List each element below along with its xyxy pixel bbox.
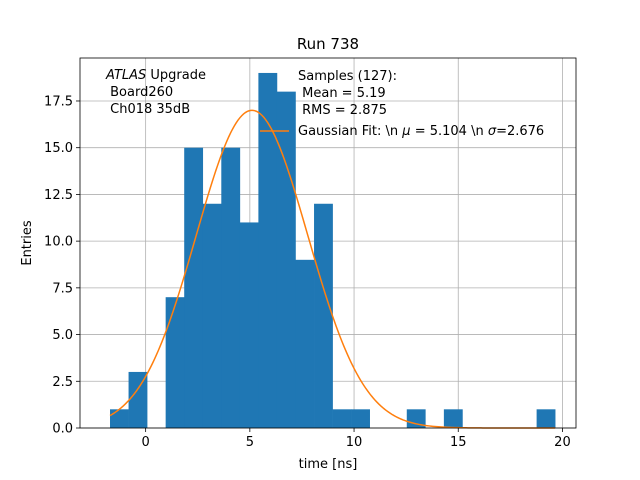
y-axis-ticks: 0.0 2.5 5.0 7.5 10.0 12.5 15.0 17.5 <box>44 94 80 437</box>
y-tick-label: 17.5 <box>44 94 73 109</box>
channel-label: Ch018 35dB <box>106 102 190 117</box>
legend: Samples (127): Mean = 5.19 RMS = 2.875 G… <box>260 69 544 139</box>
x-axis-label: time [ns] <box>299 457 358 472</box>
chart-title: Run 738 <box>297 35 359 53</box>
legend-fit-mid: = 5.104 \n <box>411 124 488 139</box>
histogram-bar <box>276 91 296 429</box>
histogram-bar <box>110 409 129 428</box>
histogram-bar <box>295 259 315 428</box>
histogram-bar <box>443 409 463 428</box>
histogram-bar <box>202 203 222 428</box>
y-tick-label: 10.0 <box>44 235 73 250</box>
y-tick-label: 12.5 <box>44 188 73 203</box>
atlas-italic: ATLAS <box>105 68 146 83</box>
legend-rms: RMS = 2.875 <box>298 103 387 118</box>
legend-samples: Samples (127): <box>298 69 397 84</box>
x-tick-label: 15 <box>450 435 467 450</box>
plot-frame <box>79 57 577 429</box>
legend-sigma: σ <box>488 124 497 139</box>
legend-fit-suffix: =2.676 <box>496 124 544 139</box>
legend-mean: Mean = 5.19 <box>298 86 386 101</box>
histogram-bar <box>239 222 259 428</box>
atlas-annotation: ATLAS Upgrade Board260 Ch018 35dB <box>105 68 206 117</box>
x-axis-ticks: 0 5 10 15 20 <box>142 428 571 450</box>
legend-mu: μ <box>401 124 410 139</box>
histogram-bar <box>314 203 333 428</box>
histogram-bar <box>221 147 241 429</box>
atlas-upgrade: Upgrade <box>146 68 206 83</box>
board-label: Board260 <box>106 85 173 100</box>
y-tick-label: 5.0 <box>52 328 73 343</box>
x-tick-label: 10 <box>346 435 363 450</box>
legend-fit-label: Gaussian Fit: \n μ = 5.104 \n σ=2.676 <box>298 124 544 139</box>
histogram-bar <box>165 297 185 428</box>
histogram-bar <box>258 72 278 428</box>
x-tick-label: 20 <box>554 435 571 450</box>
y-tick-label: 15.0 <box>44 141 73 156</box>
histogram-bar <box>351 409 370 428</box>
histogram-bar <box>536 409 556 428</box>
y-tick-label: 0.0 <box>52 422 73 437</box>
legend-fit-prefix: Gaussian Fit: \n <box>298 124 402 139</box>
histogram-bar <box>128 371 148 428</box>
y-axis-label: Entries <box>20 220 35 266</box>
y-tick-label: 2.5 <box>52 375 73 390</box>
atlas-label: ATLAS Upgrade <box>105 68 206 83</box>
y-tick-label: 7.5 <box>52 281 73 296</box>
x-tick-label: 0 <box>142 435 150 450</box>
histogram-bar <box>184 147 204 429</box>
x-tick-label: 5 <box>246 435 254 450</box>
histogram-bar <box>332 409 352 428</box>
